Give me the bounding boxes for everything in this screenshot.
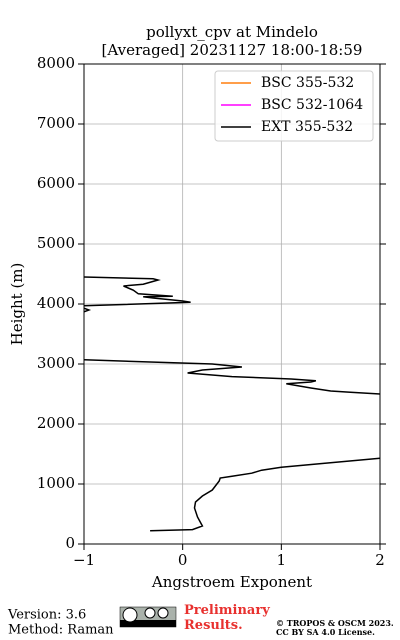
profile-line xyxy=(84,276,380,532)
x-tick-label: −1 xyxy=(73,551,95,569)
version: Version: 3.6 xyxy=(7,608,86,623)
y-tick-label: 5000 xyxy=(37,234,75,252)
status-text: Results. xyxy=(184,618,243,633)
copyright: © TROPOS & OSCM 2023. xyxy=(276,618,394,628)
plot-frame xyxy=(83,63,381,545)
license: CC BY SA 4.0 License. xyxy=(276,627,375,637)
y-tick-label: 4000 xyxy=(37,294,75,312)
y-tick-label: 7000 xyxy=(37,114,75,132)
cc-badge xyxy=(119,606,177,628)
legend-label: BSC 532-1064 xyxy=(261,97,363,113)
chart-subtitle: [Averaged] 20231127 18:00-18:59 xyxy=(102,41,363,59)
x-tick-label: 2 xyxy=(375,551,385,569)
y-tick-label: 8000 xyxy=(37,54,75,72)
status: Preliminary Results. xyxy=(184,603,274,633)
y-tick-label: 2000 xyxy=(37,414,75,432)
chart-title: pollyxt_cpv at Mindelo xyxy=(146,23,318,41)
y-tick-label: 1000 xyxy=(37,474,75,492)
status-text: Preliminary xyxy=(184,603,270,618)
y-tick-label: 0 xyxy=(65,534,75,552)
x-tick-label: 1 xyxy=(277,551,287,569)
y-axis-label: Height (m) xyxy=(8,263,26,346)
method: Method: Raman xyxy=(8,623,114,638)
y-tick-label: 3000 xyxy=(37,354,75,372)
legend-label: BSC 355-532 xyxy=(261,75,354,91)
legend-box xyxy=(214,70,374,142)
y-tick-label: 6000 xyxy=(37,174,75,192)
x-axis-label: Angstroem Exponent xyxy=(151,573,312,591)
x-tick-label: 0 xyxy=(178,551,188,569)
legend-label: EXT 355-532 xyxy=(261,119,353,135)
